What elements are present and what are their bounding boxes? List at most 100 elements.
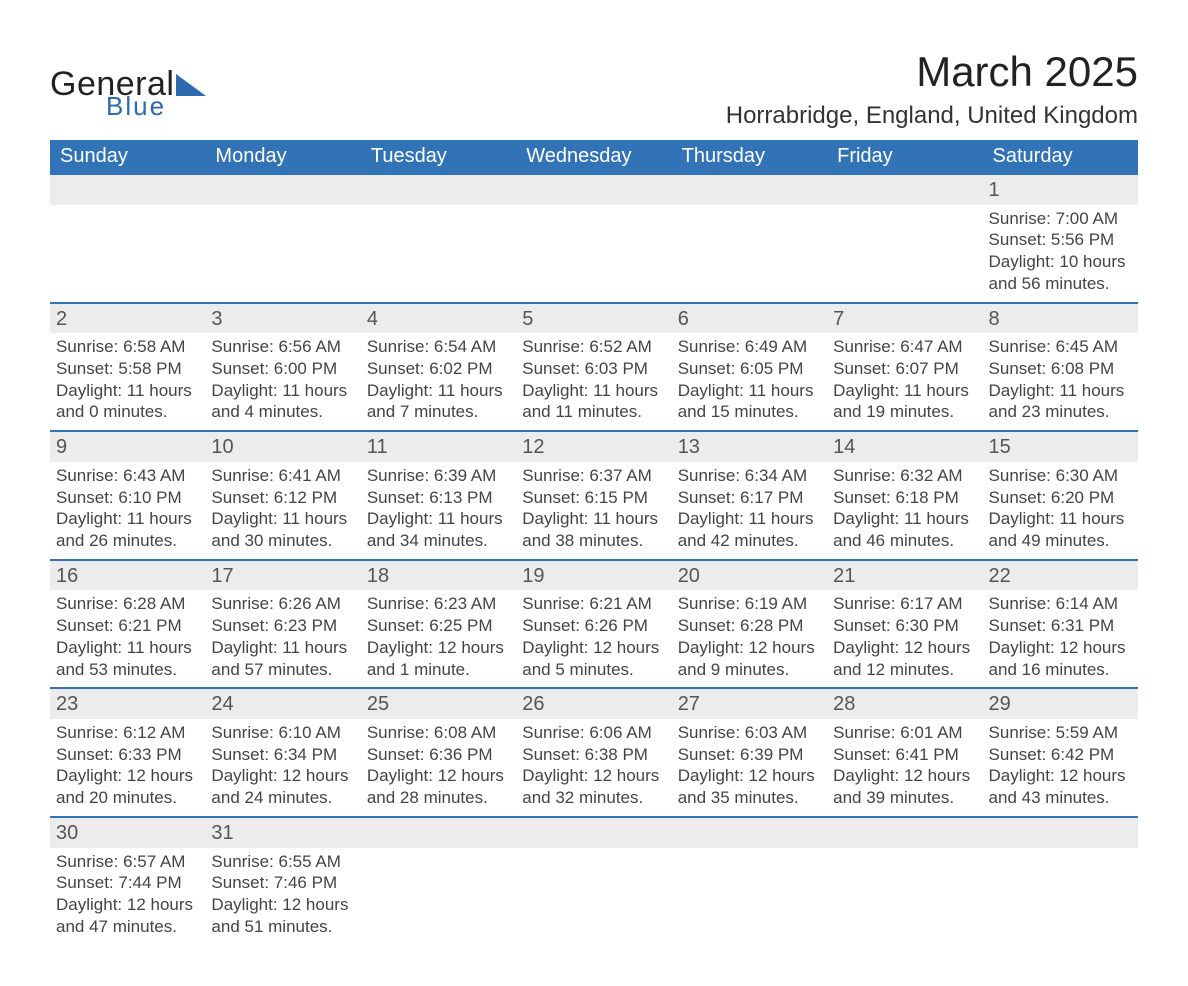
day-details-cell: [516, 205, 671, 303]
weekday-header: Sunday: [50, 140, 205, 174]
day-details-cell: Sunrise: 6:10 AMSunset: 6:34 PMDaylight:…: [205, 719, 360, 817]
day-details-cell: [361, 848, 516, 946]
daylight-text-1: Daylight: 12 hours: [522, 765, 665, 787]
daylight-text-2: and 42 minutes.: [678, 530, 821, 552]
day-number-cell: 24: [205, 688, 360, 719]
details-row: Sunrise: 6:43 AMSunset: 6:10 PMDaylight:…: [50, 462, 1138, 560]
daylight-text-1: Daylight: 11 hours: [56, 637, 199, 659]
daylight-text-1: Daylight: 11 hours: [211, 637, 354, 659]
weekday-header: Friday: [827, 140, 982, 174]
sunrise-text: Sunrise: 6:26 AM: [211, 593, 354, 615]
day-details-cell: Sunrise: 6:57 AMSunset: 7:44 PMDaylight:…: [50, 848, 205, 946]
day-number-cell: [516, 174, 671, 205]
calendar-body: 1Sunrise: 7:00 AMSunset: 5:56 PMDaylight…: [50, 174, 1138, 946]
day-details-cell: Sunrise: 6:41 AMSunset: 6:12 PMDaylight:…: [205, 462, 360, 560]
sunset-text: Sunset: 7:46 PM: [211, 872, 354, 894]
day-number-cell: 16: [50, 560, 205, 591]
sunrise-text: Sunrise: 6:57 AM: [56, 851, 199, 873]
sunrise-text: Sunrise: 6:28 AM: [56, 593, 199, 615]
sunset-text: Sunset: 6:12 PM: [211, 487, 354, 509]
sunrise-text: Sunrise: 6:32 AM: [833, 465, 976, 487]
day-number-cell: 26: [516, 688, 671, 719]
weekday-header-row: SundayMondayTuesdayWednesdayThursdayFrid…: [50, 140, 1138, 174]
day-details-cell: [361, 205, 516, 303]
daylight-text-2: and 32 minutes.: [522, 787, 665, 809]
details-row: Sunrise: 7:00 AMSunset: 5:56 PMDaylight:…: [50, 205, 1138, 303]
daylight-text-2: and 38 minutes.: [522, 530, 665, 552]
daylight-text-1: Daylight: 11 hours: [678, 380, 821, 402]
header-row: General Blue March 2025 Horrabridge, Eng…: [50, 48, 1138, 130]
sunrise-text: Sunrise: 6:52 AM: [522, 336, 665, 358]
daylight-text-1: Daylight: 12 hours: [833, 637, 976, 659]
day-details-cell: Sunrise: 6:30 AMSunset: 6:20 PMDaylight:…: [983, 462, 1138, 560]
day-number-cell: 12: [516, 431, 671, 462]
daylight-text-2: and 51 minutes.: [211, 916, 354, 938]
day-details-cell: Sunrise: 6:01 AMSunset: 6:41 PMDaylight:…: [827, 719, 982, 817]
day-number-cell: [361, 174, 516, 205]
daylight-text-2: and 15 minutes.: [678, 401, 821, 423]
weekday-header: Monday: [205, 140, 360, 174]
daylight-text-2: and 0 minutes.: [56, 401, 199, 423]
day-details-cell: Sunrise: 6:32 AMSunset: 6:18 PMDaylight:…: [827, 462, 982, 560]
day-details-cell: Sunrise: 6:17 AMSunset: 6:30 PMDaylight:…: [827, 590, 982, 688]
logo: General Blue: [50, 48, 206, 119]
daylight-text-2: and 47 minutes.: [56, 916, 199, 938]
daylight-text-1: Daylight: 11 hours: [367, 508, 510, 530]
day-number-cell: 21: [827, 560, 982, 591]
day-number-cell: 3: [205, 303, 360, 334]
day-number-cell: [672, 174, 827, 205]
daylight-text-2: and 20 minutes.: [56, 787, 199, 809]
sunrise-text: Sunrise: 6:14 AM: [989, 593, 1132, 615]
sunset-text: Sunset: 6:42 PM: [989, 744, 1132, 766]
sunset-text: Sunset: 6:41 PM: [833, 744, 976, 766]
day-number-cell: 9: [50, 431, 205, 462]
day-details-cell: Sunrise: 7:00 AMSunset: 5:56 PMDaylight:…: [983, 205, 1138, 303]
day-number-cell: 11: [361, 431, 516, 462]
sunset-text: Sunset: 6:25 PM: [367, 615, 510, 637]
day-details-cell: Sunrise: 6:49 AMSunset: 6:05 PMDaylight:…: [672, 333, 827, 431]
daylight-text-1: Daylight: 11 hours: [211, 380, 354, 402]
sunrise-text: Sunrise: 6:17 AM: [833, 593, 976, 615]
sunrise-text: Sunrise: 6:49 AM: [678, 336, 821, 358]
day-details-cell: Sunrise: 6:43 AMSunset: 6:10 PMDaylight:…: [50, 462, 205, 560]
day-number-cell: 31: [205, 817, 360, 848]
daylight-text-1: Daylight: 12 hours: [989, 637, 1132, 659]
daylight-text-2: and 1 minute.: [367, 659, 510, 681]
daylight-text-2: and 56 minutes.: [989, 273, 1132, 295]
sunrise-text: Sunrise: 6:39 AM: [367, 465, 510, 487]
weekday-header: Thursday: [672, 140, 827, 174]
sunrise-text: Sunrise: 6:58 AM: [56, 336, 199, 358]
day-details-cell: Sunrise: 6:34 AMSunset: 6:17 PMDaylight:…: [672, 462, 827, 560]
day-details-cell: [983, 848, 1138, 946]
daylight-text-1: Daylight: 12 hours: [56, 894, 199, 916]
sunrise-text: Sunrise: 6:03 AM: [678, 722, 821, 744]
daylight-text-2: and 28 minutes.: [367, 787, 510, 809]
sunrise-text: Sunrise: 6:47 AM: [833, 336, 976, 358]
sunset-text: Sunset: 5:58 PM: [56, 358, 199, 380]
logo-text: General Blue: [50, 68, 174, 119]
sunset-text: Sunset: 5:56 PM: [989, 229, 1132, 251]
day-number-cell: 22: [983, 560, 1138, 591]
sunrise-text: Sunrise: 6:06 AM: [522, 722, 665, 744]
weekday-header: Tuesday: [361, 140, 516, 174]
daylight-text-2: and 4 minutes.: [211, 401, 354, 423]
sunset-text: Sunset: 6:38 PM: [522, 744, 665, 766]
sunrise-text: Sunrise: 6:56 AM: [211, 336, 354, 358]
title-block: March 2025 Horrabridge, England, United …: [726, 48, 1138, 130]
details-row: Sunrise: 6:57 AMSunset: 7:44 PMDaylight:…: [50, 848, 1138, 946]
daylight-text-1: Daylight: 11 hours: [56, 380, 199, 402]
day-number-cell: 15: [983, 431, 1138, 462]
daylight-text-1: Daylight: 11 hours: [211, 508, 354, 530]
sunrise-text: Sunrise: 6:12 AM: [56, 722, 199, 744]
daylight-text-2: and 9 minutes.: [678, 659, 821, 681]
sunset-text: Sunset: 6:03 PM: [522, 358, 665, 380]
sunrise-text: Sunrise: 6:01 AM: [833, 722, 976, 744]
daylight-text-2: and 39 minutes.: [833, 787, 976, 809]
sunrise-text: Sunrise: 7:00 AM: [989, 208, 1132, 230]
daylight-text-1: Daylight: 11 hours: [989, 508, 1132, 530]
sunrise-text: Sunrise: 6:21 AM: [522, 593, 665, 615]
day-number-cell: [672, 817, 827, 848]
daylight-text-2: and 11 minutes.: [522, 401, 665, 423]
day-details-cell: Sunrise: 5:59 AMSunset: 6:42 PMDaylight:…: [983, 719, 1138, 817]
day-details-cell: [516, 848, 671, 946]
